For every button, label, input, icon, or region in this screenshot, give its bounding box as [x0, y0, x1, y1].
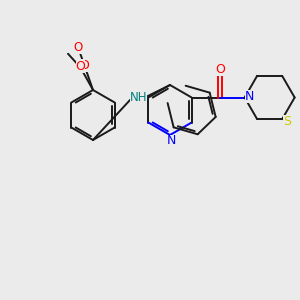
Text: O: O: [79, 59, 89, 72]
Text: S: S: [283, 115, 291, 128]
Text: N: N: [166, 134, 176, 148]
Text: O: O: [73, 41, 83, 54]
Text: O: O: [76, 60, 85, 73]
Text: NH: NH: [130, 91, 147, 104]
Text: O: O: [216, 63, 226, 76]
Text: N: N: [245, 90, 254, 103]
